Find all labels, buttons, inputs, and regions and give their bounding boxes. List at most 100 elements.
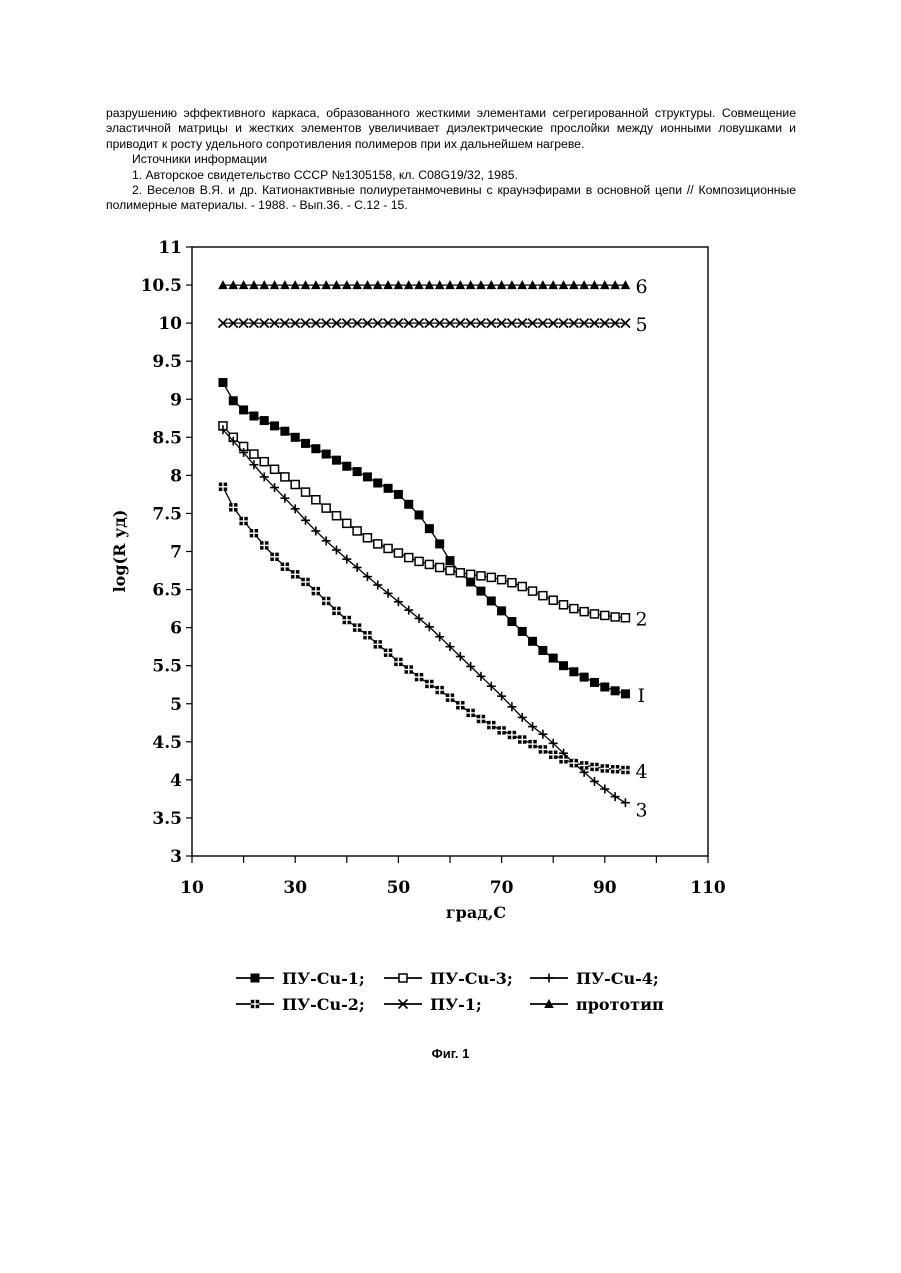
- data-point: [560, 601, 568, 609]
- figure-caption: Фиг. 1: [0, 1046, 901, 1061]
- data-point: [570, 759, 578, 767]
- x-tick-label: 90: [593, 878, 617, 898]
- legend-item: ПУ-Cu-3;: [384, 969, 513, 988]
- data-point: [436, 563, 444, 571]
- y-tick-label: 4.5: [152, 733, 182, 753]
- data-point: [590, 763, 598, 771]
- data-point: [405, 665, 413, 673]
- y-tick-label: 7: [170, 543, 182, 563]
- y-tick-label: 11: [158, 238, 182, 258]
- data-point: [394, 490, 403, 499]
- data-point: [580, 608, 588, 616]
- y-tick-label: 9.5: [152, 352, 182, 372]
- data-point: [384, 544, 392, 552]
- data-point: [415, 557, 423, 565]
- legend-label: ПУ-Cu-2;: [282, 995, 365, 1014]
- data-point: [363, 534, 371, 542]
- data-point: [549, 654, 558, 663]
- x-tick-label: 110: [690, 878, 726, 898]
- data-point: [498, 576, 506, 584]
- data-point: [580, 761, 588, 769]
- data-point: [260, 541, 268, 549]
- data-point: [219, 483, 227, 491]
- data-point: [570, 605, 578, 613]
- data-point: [569, 667, 578, 676]
- data-point: [456, 569, 464, 577]
- data-point: [446, 567, 454, 575]
- data-point: [425, 560, 433, 568]
- data-point: [353, 527, 361, 535]
- data-point: [487, 596, 496, 605]
- data-point: [343, 519, 351, 527]
- data-point: [250, 529, 258, 537]
- data-point: [538, 646, 547, 655]
- curve-label: 3: [635, 800, 647, 822]
- y-tick-label: 3: [170, 847, 182, 867]
- data-point: [291, 433, 300, 442]
- data-point: [580, 673, 589, 682]
- data-point: [425, 680, 433, 688]
- data-point: [528, 740, 536, 748]
- data-point: [332, 456, 341, 465]
- data-point: [590, 610, 598, 618]
- data-point: [384, 484, 393, 493]
- legend-label: прототип: [576, 995, 664, 1014]
- data-point: [611, 792, 620, 801]
- data-point: [322, 504, 330, 512]
- y-tick-label: 8.5: [152, 428, 182, 448]
- y-tick-label: 5: [170, 695, 182, 715]
- data-point: [456, 701, 464, 709]
- data-point: [343, 616, 351, 624]
- data-point: [621, 614, 629, 622]
- data-point: [270, 421, 279, 430]
- x-tick-label: 10: [180, 878, 204, 898]
- data-point: [229, 396, 238, 405]
- curve-label: 2: [635, 609, 647, 631]
- y-tick-label: 3.5: [152, 809, 182, 829]
- legend-label: ПУ-Cu-4;: [576, 969, 659, 988]
- data-point: [549, 596, 557, 604]
- data-point: [487, 721, 495, 729]
- data-point: [425, 524, 434, 533]
- data-point: [301, 439, 310, 448]
- data-point: [601, 764, 609, 772]
- data-point: [322, 597, 330, 605]
- data-point: [374, 540, 382, 548]
- y-tick-label: 10.5: [141, 276, 182, 296]
- data-point: [508, 731, 516, 739]
- data-point: [600, 683, 609, 692]
- data-point: [239, 405, 248, 414]
- data-point: [394, 549, 402, 557]
- data-point: [621, 798, 630, 807]
- data-point: [218, 378, 227, 387]
- data-point: [611, 765, 619, 773]
- legend-marker: [545, 974, 554, 983]
- legend-marker: [251, 1000, 259, 1008]
- x-tick-label: 70: [490, 878, 514, 898]
- data-point: [508, 579, 516, 587]
- curve-label: 4: [635, 761, 647, 783]
- data-point: [415, 510, 424, 519]
- legend-marker: [251, 974, 260, 983]
- data-point: [342, 462, 351, 471]
- data-point: [281, 473, 289, 481]
- data-point: [539, 745, 547, 753]
- data-point: [518, 735, 526, 743]
- data-point: [229, 503, 237, 511]
- data-point: [363, 472, 372, 481]
- legend-item: ПУ-1;: [384, 995, 482, 1014]
- data-point: [497, 726, 505, 734]
- data-point: [363, 631, 371, 639]
- data-point: [446, 693, 454, 701]
- data-point: [291, 481, 299, 489]
- data-point: [518, 583, 526, 591]
- legend-item: ПУ-Cu-1;: [236, 969, 365, 988]
- data-point: [394, 658, 402, 666]
- y-tick-label: 5.5: [152, 657, 182, 677]
- data-point: [476, 587, 485, 596]
- data-point: [487, 573, 495, 581]
- data-point: [249, 411, 258, 420]
- curve-label: 6: [635, 276, 647, 298]
- data-point: [507, 617, 516, 626]
- curve-label: I: [637, 685, 645, 707]
